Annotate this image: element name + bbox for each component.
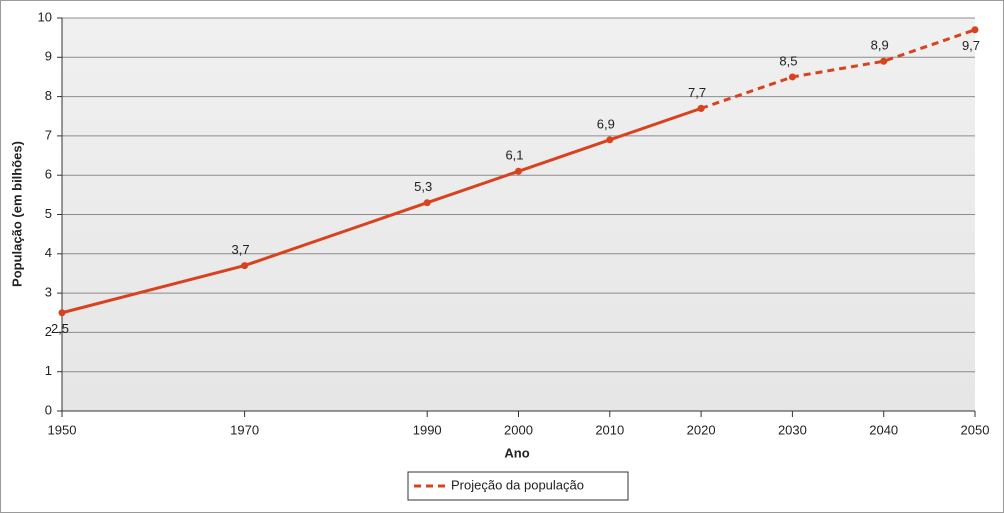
line-series (61, 106, 702, 315)
y-tick-label: 4 (45, 245, 52, 260)
data-label: 6,1 (505, 148, 523, 163)
y-tick-label: 2 (45, 324, 52, 339)
x-tick-label: 2020 (687, 422, 716, 437)
x-tick-label: 2040 (869, 422, 898, 437)
y-tick-label: 8 (45, 88, 52, 103)
x-tick-label: 2010 (595, 422, 624, 437)
data-label: 5,3 (414, 179, 432, 194)
x-tick-label: 2050 (961, 422, 990, 437)
point (971, 26, 979, 34)
data-label: 8,9 (871, 38, 889, 53)
x-axis-label: Ano (504, 445, 529, 460)
y-tick-label: 1 (45, 363, 52, 378)
x-tick-label: 2000 (504, 422, 533, 437)
y-axis-label: População (em bilhões) (9, 141, 24, 287)
legend-label: Projeção da população (451, 477, 584, 492)
data-label: 8,5 (779, 53, 797, 68)
point (697, 104, 705, 112)
legend: Projeção da população (407, 471, 629, 501)
data-label: 9,7 (962, 38, 980, 53)
y-tick-label: 10 (38, 9, 52, 24)
data-label: 2,5 (51, 321, 69, 336)
data-label: 6,9 (597, 116, 615, 131)
x-tick-label: 1950 (48, 422, 77, 437)
point (423, 199, 431, 207)
line-series (700, 28, 976, 110)
y-tick-label: 3 (45, 285, 52, 300)
data-label: 7,7 (688, 85, 706, 100)
x-tick-label: 1990 (413, 422, 442, 437)
y-tick-label: 5 (45, 206, 52, 221)
x-tick-label: 2030 (778, 422, 807, 437)
point (606, 136, 614, 144)
point (880, 57, 888, 65)
y-tick-label: 0 (45, 402, 52, 417)
data-label: 3,7 (232, 242, 250, 257)
point (58, 309, 66, 317)
x-tick-label: 1970 (230, 422, 259, 437)
point (241, 262, 249, 270)
y-tick-label: 6 (45, 167, 52, 182)
y-tick-label: 7 (45, 127, 52, 142)
point (788, 73, 796, 81)
point (515, 167, 522, 175)
y-tick-label: 9 (45, 49, 52, 64)
